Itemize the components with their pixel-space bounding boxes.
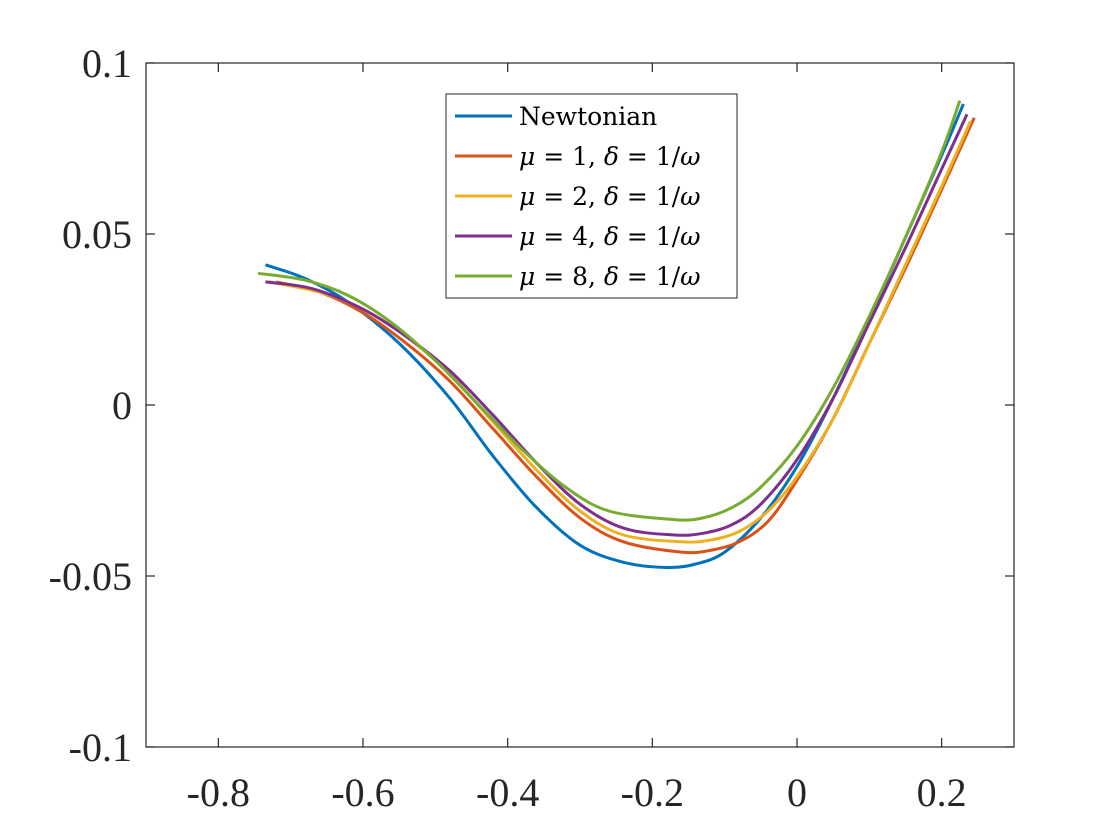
x-tick-label: 0 bbox=[787, 770, 807, 815]
series-line-5 bbox=[257, 100, 962, 522]
x-tick-label: 0.2 bbox=[917, 770, 967, 815]
x-tick-label: -0.4 bbox=[476, 770, 539, 815]
legend: Newtonian μ = 1, δ = 1/ω μ = 2, δ = 1/ω μ =… bbox=[445, 93, 738, 299]
x-tick-label: -0.8 bbox=[187, 770, 250, 815]
axis-layer: -0.8 -0.6 -0.4 -0.2 0 0.2 -0.1 -0.05 0 0.05 0.1 bbox=[49, 41, 1014, 815]
x-tick-label: -0.2 bbox=[621, 770, 684, 815]
legend-label-2: μ = 1, δ = 1/ω bbox=[519, 142, 701, 171]
y-tick-label: 0 bbox=[112, 383, 132, 428]
series-layer bbox=[257, 100, 976, 570]
y-tick-label: -0.05 bbox=[49, 554, 132, 599]
legend-label-1: Newtonian bbox=[519, 102, 657, 131]
legend-label-4: μ = 4, δ = 1/ω bbox=[519, 222, 701, 251]
legend-label-3: μ = 2, δ = 1/ω bbox=[519, 182, 701, 211]
y-tick-label: 0.05 bbox=[62, 212, 132, 257]
y-tick-label: -0.1 bbox=[69, 725, 132, 770]
x-tick-label: -0.6 bbox=[331, 770, 394, 815]
y-tick-label: 0.1 bbox=[82, 41, 132, 86]
legend-label-5: μ = 8, δ = 1/ω bbox=[519, 262, 701, 291]
plot-box bbox=[145, 62, 1015, 748]
legend-entries: Newtonian μ = 1, δ = 1/ω μ = 2, δ = 1/ω μ =… bbox=[455, 102, 701, 291]
